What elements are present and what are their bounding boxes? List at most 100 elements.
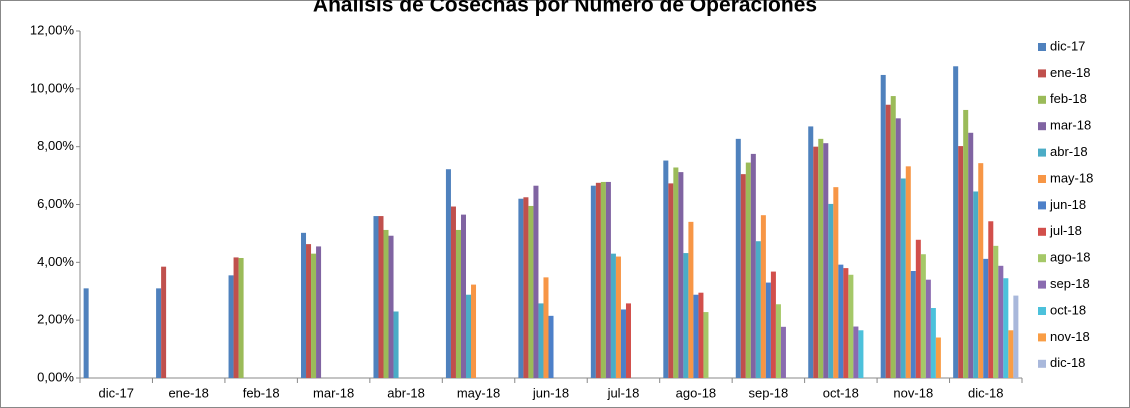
legend-swatch — [1038, 201, 1046, 210]
bar — [1013, 295, 1019, 378]
legend-label: jul-18 — [1049, 223, 1082, 238]
legend-label: abr-18 — [1050, 144, 1088, 159]
bar — [843, 268, 849, 378]
bar — [958, 146, 964, 378]
bar — [963, 109, 969, 378]
x-tick-label: oct-18 — [823, 385, 859, 400]
bar — [445, 169, 451, 378]
bar — [465, 294, 472, 378]
bar — [316, 246, 322, 378]
x-tick-label: jun-18 — [532, 385, 569, 400]
bar — [683, 253, 689, 378]
bar — [838, 264, 844, 378]
x-tick-label: feb-18 — [243, 385, 280, 400]
bar — [930, 308, 936, 378]
legend-swatch — [1038, 175, 1046, 183]
bar — [775, 304, 781, 378]
legend-label: dic-18 — [1050, 355, 1085, 370]
legend-label: feb-18 — [1050, 91, 1087, 106]
bar — [910, 271, 916, 378]
chart-title: Análisis de Cosechas por Número de Opera… — [313, 0, 817, 17]
bar — [605, 181, 611, 378]
bar — [523, 197, 529, 378]
bar — [808, 126, 814, 378]
legend-swatch — [1038, 122, 1046, 131]
x-tick-label: sep-18 — [749, 385, 789, 400]
bar — [973, 191, 979, 378]
bar — [455, 229, 461, 378]
bar — [828, 203, 834, 378]
legend-label: nov-18 — [1050, 329, 1090, 344]
y-tick-label: 6,00% — [37, 196, 74, 211]
x-tick-label: dic-17 — [99, 385, 134, 400]
bar — [983, 258, 989, 378]
bar — [595, 182, 601, 378]
bar — [900, 178, 906, 378]
bar — [373, 216, 379, 378]
bar — [988, 221, 994, 378]
bar — [83, 288, 89, 378]
bar — [755, 241, 761, 378]
legend-swatch — [1038, 69, 1046, 78]
bar — [1003, 278, 1009, 378]
bar — [460, 214, 466, 378]
legend-swatch — [1038, 227, 1046, 236]
bar — [890, 96, 896, 378]
bar — [925, 279, 931, 378]
bar — [688, 221, 694, 378]
bar — [471, 284, 477, 378]
legend-swatch — [1038, 333, 1046, 342]
legend-swatch — [1038, 95, 1046, 104]
x-tick-label: ene-18 — [168, 385, 208, 400]
bar — [161, 266, 167, 378]
bar — [735, 138, 741, 378]
legend-label: ene-18 — [1050, 65, 1090, 80]
y-tick-label: 12,00% — [30, 22, 75, 37]
bar — [301, 232, 307, 378]
x-tick-label: mar-18 — [313, 385, 354, 400]
bar — [848, 274, 854, 378]
bar — [740, 174, 746, 378]
bar — [393, 311, 399, 378]
bar — [388, 235, 394, 378]
x-tick-label: ago-18 — [676, 385, 716, 400]
bar — [610, 253, 616, 378]
bar — [383, 229, 389, 378]
bar — [750, 153, 756, 378]
bar — [823, 143, 829, 378]
bar — [678, 172, 684, 378]
bar — [895, 118, 901, 378]
bar — [968, 132, 974, 378]
bar — [450, 206, 456, 378]
bar — [765, 282, 771, 378]
bar — [698, 292, 704, 378]
bar — [620, 309, 626, 378]
bar — [770, 271, 776, 378]
x-tick-label: nov-18 — [893, 385, 933, 400]
bar — [533, 185, 539, 378]
bar — [760, 215, 766, 378]
bar — [311, 253, 317, 378]
y-tick-label: 8,00% — [37, 138, 74, 153]
bar — [880, 74, 886, 378]
legend-swatch — [1038, 43, 1046, 51]
bar — [818, 138, 824, 378]
legend-label: jun-18 — [1049, 197, 1086, 212]
x-tick-label: dic-18 — [968, 385, 1003, 400]
bar — [228, 275, 234, 378]
legend-swatch — [1038, 359, 1046, 368]
legend-swatch — [1038, 254, 1046, 263]
bar — [663, 160, 669, 378]
y-tick-label: 4,00% — [37, 254, 74, 269]
x-tick-label: may-18 — [457, 385, 500, 400]
y-tick-label: 10,00% — [30, 80, 75, 95]
bar — [528, 205, 534, 378]
y-tick-label: 0,00% — [37, 369, 74, 384]
bar — [833, 187, 839, 378]
legend-label: sep-18 — [1050, 276, 1090, 291]
legend-swatch — [1038, 280, 1046, 289]
bar — [543, 277, 549, 378]
legend-label: mar-18 — [1050, 118, 1091, 133]
bar — [1008, 330, 1014, 378]
